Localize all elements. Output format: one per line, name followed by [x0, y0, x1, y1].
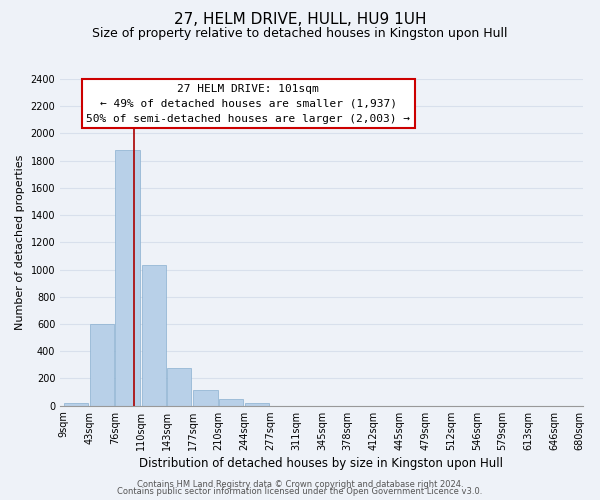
- Y-axis label: Number of detached properties: Number of detached properties: [15, 154, 25, 330]
- Bar: [64, 403, 88, 406]
- Text: 27 HELM DRIVE: 101sqm
← 49% of detached houses are smaller (1,937)
50% of semi-d: 27 HELM DRIVE: 101sqm ← 49% of detached …: [86, 84, 410, 124]
- Bar: [193, 390, 218, 406]
- Bar: [90, 324, 115, 406]
- Text: 27, HELM DRIVE, HULL, HU9 1UH: 27, HELM DRIVE, HULL, HU9 1UH: [174, 12, 426, 28]
- Bar: [142, 266, 166, 406]
- Bar: [245, 403, 269, 406]
- Bar: [219, 399, 243, 406]
- Text: Size of property relative to detached houses in Kingston upon Hull: Size of property relative to detached ho…: [92, 28, 508, 40]
- Bar: [115, 150, 140, 406]
- Bar: [167, 368, 191, 406]
- Text: Contains public sector information licensed under the Open Government Licence v3: Contains public sector information licen…: [118, 487, 482, 496]
- Text: Contains HM Land Registry data © Crown copyright and database right 2024.: Contains HM Land Registry data © Crown c…: [137, 480, 463, 489]
- X-axis label: Distribution of detached houses by size in Kingston upon Hull: Distribution of detached houses by size …: [139, 457, 503, 470]
